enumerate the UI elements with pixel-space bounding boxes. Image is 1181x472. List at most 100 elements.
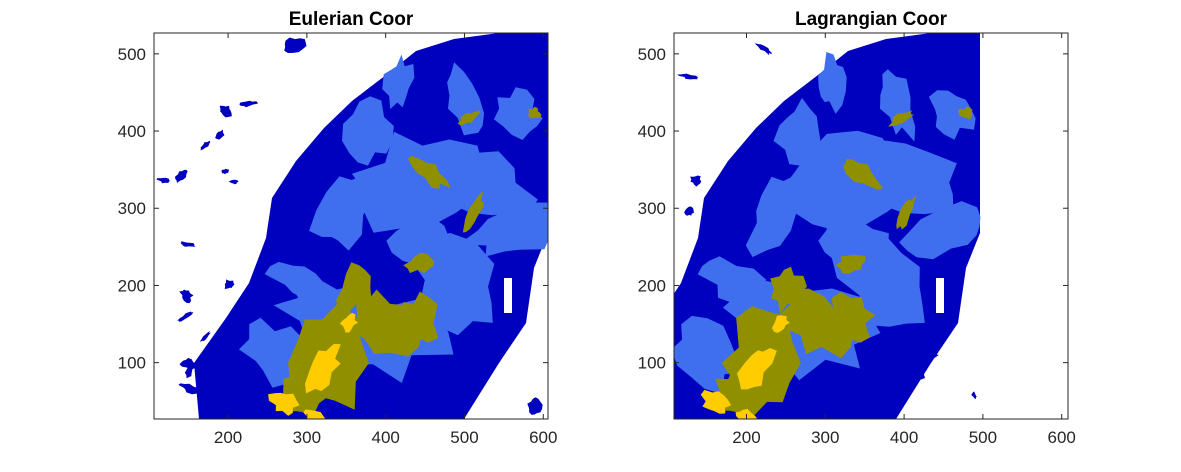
x-tick-label: 400 <box>371 428 399 447</box>
echo-fragment <box>657 252 666 262</box>
x-tick-label: 300 <box>293 428 321 447</box>
eulerian-axes-box <box>153 32 549 420</box>
echo-cell-high <box>462 190 484 233</box>
echo-fragment <box>219 105 232 118</box>
echo-cell-high <box>336 262 372 314</box>
echo-cell-medium <box>928 90 976 140</box>
echo-fragment <box>174 169 188 183</box>
x-tick-label: 400 <box>890 428 918 447</box>
echo-cell-peak <box>735 408 758 419</box>
echo-cell-peak <box>339 312 359 333</box>
y-tick-label: 200 <box>118 276 146 295</box>
lagrangian-x-axis: 200 300 400 500 600 <box>732 33 1076 447</box>
echo-fragment <box>905 337 923 352</box>
echo-fragment <box>690 175 702 187</box>
echo-cell-medium <box>868 139 957 215</box>
x-tick-label: 300 <box>811 428 839 447</box>
eulerian-panel: Eulerian Coor 200 300 400 500 600 100 200 300 4… <box>118 9 558 447</box>
echo-fragment <box>479 341 502 355</box>
y-tick-label: 200 <box>638 276 666 295</box>
echo-cell-high <box>403 252 434 274</box>
echo-cell-peak <box>737 348 777 390</box>
echo-fragment <box>645 107 652 115</box>
echo-fragment <box>752 143 773 150</box>
echo-cell-high <box>770 266 807 314</box>
echo-fragment <box>221 168 230 175</box>
lagrangian-radar-field <box>597 33 981 419</box>
echo-cell-medium <box>697 256 767 304</box>
echo-fragment <box>358 382 372 391</box>
eulerian-title: Eulerian Coor <box>289 9 414 30</box>
y-tick-label: 500 <box>118 45 146 64</box>
echo-fragment <box>678 376 697 393</box>
echo-fragment <box>239 100 258 108</box>
echo-fragment <box>971 391 977 399</box>
echo-cell-medium <box>458 202 548 257</box>
echo-fragment <box>179 289 194 304</box>
lagrangian-panel: Lagrangian Coor 200 300 400 500 600 100 200 30… <box>597 9 1076 447</box>
eulerian-radar-field <box>156 33 548 419</box>
echo-fragment <box>632 63 657 71</box>
echo-fragment <box>964 52 976 60</box>
echo-fragment <box>677 73 698 80</box>
echo-cell-medium <box>342 96 394 166</box>
echo-cell-high <box>457 110 481 126</box>
echo-fragment <box>917 374 925 380</box>
echo-cell-peak <box>305 344 341 394</box>
y-tick-label: 300 <box>118 199 146 218</box>
echo-fragment <box>623 331 631 340</box>
y-tick-label: 100 <box>638 354 666 373</box>
echo-cell-peak <box>268 392 300 416</box>
echo-cell-high <box>780 288 854 359</box>
echo-cell-high <box>835 254 866 274</box>
x-tick-label: 200 <box>214 428 242 447</box>
echo-fragment <box>527 397 543 415</box>
echo-fragment <box>617 214 624 228</box>
echo-fragment <box>684 206 694 216</box>
x-tick-label: 500 <box>450 428 478 447</box>
data-gap <box>936 278 944 313</box>
echo-cell-high <box>831 292 876 343</box>
echo-cell-medium <box>899 201 981 260</box>
echo-cell-high <box>958 106 973 120</box>
echo-cell-medium <box>745 174 802 258</box>
echo-cell-high <box>888 110 914 127</box>
echo-fragment <box>806 395 811 401</box>
echo-fragment <box>156 177 170 184</box>
eulerian-y-axis: 100 200 300 400 500 <box>118 45 548 373</box>
echo-cell-medium <box>309 174 376 251</box>
echo-fragment <box>228 179 239 185</box>
x-tick-label: 500 <box>969 428 997 447</box>
lagrangian-title: Lagrangian Coor <box>795 9 948 30</box>
y-tick-label: 500 <box>638 45 666 64</box>
echo-fragment <box>677 305 698 314</box>
echo-fragment <box>284 37 307 53</box>
lagrangian-axes-box <box>673 32 1069 420</box>
echo-fragment <box>647 396 658 417</box>
echo-fragment <box>860 394 879 402</box>
echo-cell-medium <box>436 151 538 216</box>
data-gap <box>504 278 512 313</box>
echo-fragment <box>754 43 772 56</box>
echo-cell-high <box>843 158 884 191</box>
echo-fragment <box>640 170 653 183</box>
echo-cell-medium <box>880 69 916 142</box>
echo-cell-peak <box>700 389 732 414</box>
echo-cell-high <box>896 194 917 230</box>
echo-cell-medium <box>386 211 458 267</box>
x-tick-label: 200 <box>732 428 760 447</box>
y-tick-label: 400 <box>638 122 666 141</box>
echo-cell-medium <box>674 315 740 394</box>
echo-fragment <box>180 241 196 247</box>
echo-cell-medium <box>382 54 415 110</box>
echo-cell-medium <box>264 261 340 309</box>
echo-fragment <box>597 362 613 383</box>
echo-fragment <box>178 383 203 395</box>
echo-fragment <box>237 311 250 328</box>
echo-cell-peak <box>771 315 790 333</box>
y-tick-label: 400 <box>118 122 146 141</box>
lagrangian-y-axis: 100 200 300 400 500 <box>638 45 1068 373</box>
echo-cell-medium <box>818 52 847 114</box>
echo-cell-medium <box>493 87 543 140</box>
